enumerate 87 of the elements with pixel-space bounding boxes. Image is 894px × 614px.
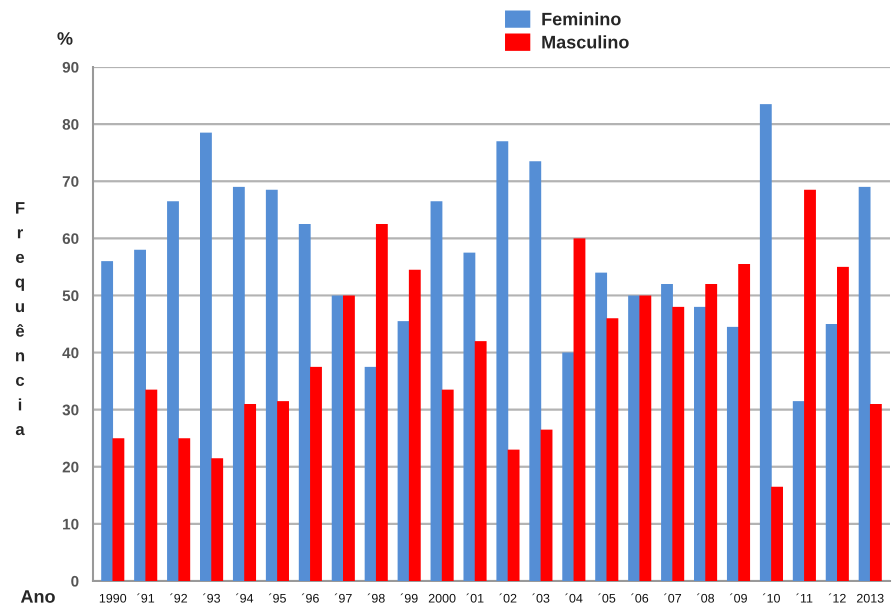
legend-label: Feminino xyxy=(542,12,621,26)
bar xyxy=(101,261,114,581)
bar xyxy=(442,390,454,581)
x-tick-label: ´95 xyxy=(268,593,286,603)
bar xyxy=(672,306,684,581)
bar xyxy=(540,430,552,581)
bar xyxy=(244,404,256,581)
x-tick-label: 2000 xyxy=(428,594,456,603)
bar xyxy=(376,224,388,581)
bar xyxy=(112,438,124,581)
bar xyxy=(562,352,574,581)
bar xyxy=(298,224,311,581)
y-tick-label: 50 xyxy=(62,290,78,302)
bar xyxy=(277,401,289,581)
bar xyxy=(145,390,158,581)
bar xyxy=(870,404,882,581)
bar xyxy=(332,295,344,581)
bar xyxy=(343,295,355,581)
bar xyxy=(529,161,542,581)
bar xyxy=(858,186,871,581)
bar xyxy=(310,366,322,581)
x-tick-label: ´93 xyxy=(202,593,220,603)
bar xyxy=(595,272,608,581)
x-axis-title: Ano xyxy=(20,590,55,603)
bar xyxy=(474,341,487,581)
y-tick-label: 80 xyxy=(62,118,78,130)
y-tick-label: 90 xyxy=(62,62,78,73)
y-tick-label: 30 xyxy=(62,404,78,416)
bar xyxy=(266,190,278,581)
bar xyxy=(661,284,673,581)
bar xyxy=(574,238,586,581)
bar xyxy=(792,401,805,581)
bar xyxy=(364,366,377,581)
bar xyxy=(408,270,421,581)
y-tick-label: 0 xyxy=(71,576,78,587)
x-tick-label: ´10 xyxy=(762,593,780,603)
bar xyxy=(726,326,739,581)
x-tick-label: ´97 xyxy=(334,593,352,603)
bar xyxy=(606,318,618,581)
x-tick-label: ´02 xyxy=(499,593,516,603)
x-tick-label: ´94 xyxy=(236,593,254,603)
x-tick-label: ´08 xyxy=(696,593,714,603)
bar xyxy=(134,250,146,581)
y-tick-label: 20 xyxy=(62,462,78,472)
y-tick-label: 70 xyxy=(62,176,78,187)
x-tick-label: ´06 xyxy=(631,593,648,603)
bar xyxy=(771,486,783,581)
x-tick-label: ´11 xyxy=(796,593,812,603)
bar xyxy=(804,190,816,581)
x-tick-label: 2013 xyxy=(856,594,884,603)
x-tick-label: ´12 xyxy=(828,593,846,603)
bar xyxy=(398,321,410,581)
bar xyxy=(430,201,442,581)
bar xyxy=(738,264,750,581)
x-tick-label: ´04 xyxy=(565,593,583,603)
x-tick-label: ´99 xyxy=(400,593,418,603)
bar xyxy=(496,141,508,581)
bar xyxy=(760,104,772,581)
bar xyxy=(705,284,718,581)
x-tick-label: 1990 xyxy=(100,594,126,603)
bar xyxy=(694,306,706,581)
bar xyxy=(628,295,640,581)
legend-label: Masculino xyxy=(542,35,629,48)
x-tick-label: ´07 xyxy=(664,593,682,603)
y-tick-label: 40 xyxy=(62,347,78,358)
x-tick-label: ´96 xyxy=(302,593,319,603)
bar xyxy=(508,450,520,581)
bar xyxy=(211,458,224,581)
bar xyxy=(167,201,179,581)
bar xyxy=(200,132,212,581)
text: Frequência xyxy=(16,202,25,436)
bar xyxy=(463,252,476,581)
x-tick-label: ´09 xyxy=(730,593,747,603)
bar xyxy=(232,186,245,581)
bar xyxy=(178,438,190,581)
bar xyxy=(826,324,838,581)
x-tick-label: ´03 xyxy=(532,593,550,603)
x-tick-label: ´91 xyxy=(137,593,154,603)
x-tick-label: ´01 xyxy=(466,593,484,603)
x-tick-label: ´05 xyxy=(598,593,616,603)
bar xyxy=(837,266,849,581)
text: % xyxy=(57,32,73,45)
x-tick-label: ´98 xyxy=(368,593,385,603)
bar xyxy=(639,295,652,581)
y-tick-label: 10 xyxy=(63,518,78,530)
x-tick-label: ´92 xyxy=(170,593,188,603)
y-tick-label: 60 xyxy=(62,233,78,244)
